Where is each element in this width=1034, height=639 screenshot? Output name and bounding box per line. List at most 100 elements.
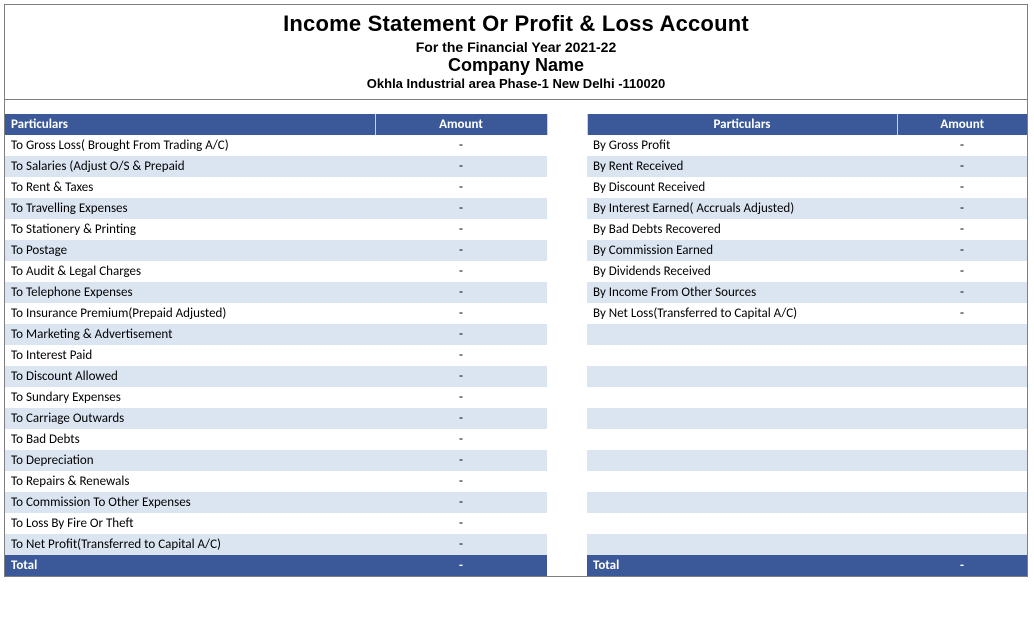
report-title: Income Statement Or Profit & Loss Accoun… bbox=[5, 11, 1027, 37]
table-row: To Gross Loss( Brought From Trading A/C)… bbox=[5, 135, 1027, 156]
right-particular bbox=[587, 387, 897, 408]
col-gap bbox=[547, 324, 587, 345]
col-gap bbox=[547, 177, 587, 198]
ledger-table: Particulars Amount Particulars Amount To… bbox=[5, 114, 1027, 576]
table-row: To Audit & Legal Charges- By Dividends Re… bbox=[5, 261, 1027, 282]
right-amount: - bbox=[897, 198, 1027, 219]
table-row: To Telephone Expenses-By Income From Oth… bbox=[5, 282, 1027, 303]
right-particular bbox=[587, 492, 897, 513]
right-amount bbox=[897, 366, 1027, 387]
table-row: To Discount Allowed- bbox=[5, 366, 1027, 387]
col-gap bbox=[547, 345, 587, 366]
left-particular: To Gross Loss( Brought From Trading A/C) bbox=[5, 135, 375, 156]
table-row: To Insurance Premium(Prepaid Adjusted)-B… bbox=[5, 303, 1027, 324]
right-particular: By Commission Earned bbox=[587, 240, 897, 261]
right-particular bbox=[587, 471, 897, 492]
left-amount: - bbox=[375, 534, 547, 555]
right-particular: By Income From Other Sources bbox=[587, 282, 897, 303]
company-address: Okhla Industrial area Phase-1 New Delhi … bbox=[5, 76, 1027, 91]
left-particular: To Rent & Taxes bbox=[5, 177, 375, 198]
right-amount bbox=[897, 408, 1027, 429]
right-particular bbox=[587, 324, 897, 345]
left-amount: - bbox=[375, 261, 547, 282]
left-particular: To Bad Debts bbox=[5, 429, 375, 450]
right-amount bbox=[897, 429, 1027, 450]
left-amount: - bbox=[375, 135, 547, 156]
left-amount: - bbox=[375, 240, 547, 261]
left-particular: To Marketing & Advertisement bbox=[5, 324, 375, 345]
right-amount bbox=[897, 513, 1027, 534]
col-header-right-particulars: Particulars bbox=[587, 114, 897, 135]
right-particular: By Rent Received bbox=[587, 156, 897, 177]
col-gap bbox=[547, 387, 587, 408]
table-row: To Net Profit(Transferred to Capital A/C… bbox=[5, 534, 1027, 555]
left-particular: To Discount Allowed bbox=[5, 366, 375, 387]
right-particular bbox=[587, 345, 897, 366]
right-amount: - bbox=[897, 282, 1027, 303]
right-amount bbox=[897, 387, 1027, 408]
left-amount: - bbox=[375, 156, 547, 177]
col-gap bbox=[547, 429, 587, 450]
table-row: To Sundary Expenses- bbox=[5, 387, 1027, 408]
left-amount: - bbox=[375, 450, 547, 471]
table-row: To Repairs & Renewals- bbox=[5, 471, 1027, 492]
left-amount: - bbox=[375, 303, 547, 324]
col-gap bbox=[547, 492, 587, 513]
table-row: To Depreciation- bbox=[5, 450, 1027, 471]
left-amount: - bbox=[375, 177, 547, 198]
table-row: To Travelling Expenses-By Interest Earne… bbox=[5, 198, 1027, 219]
total-right-label: Total bbox=[587, 555, 897, 576]
col-gap bbox=[547, 282, 587, 303]
right-particular: By Interest Earned( Accruals Adjusted) bbox=[587, 198, 897, 219]
col-gap bbox=[547, 219, 587, 240]
right-amount: - bbox=[897, 135, 1027, 156]
spacer bbox=[5, 100, 1027, 114]
right-amount: - bbox=[897, 303, 1027, 324]
col-gap bbox=[547, 513, 587, 534]
right-amount: - bbox=[897, 156, 1027, 177]
report-period: For the Financial Year 2021-22 bbox=[5, 39, 1027, 55]
right-amount: - bbox=[897, 219, 1027, 240]
left-particular: To Sundary Expenses bbox=[5, 387, 375, 408]
right-particular: By Discount Received bbox=[587, 177, 897, 198]
col-gap bbox=[547, 534, 587, 555]
left-particular: To Stationery & Printing bbox=[5, 219, 375, 240]
table-row: To Commission To Other Expenses- bbox=[5, 492, 1027, 513]
right-particular: By Dividends Received bbox=[587, 261, 897, 282]
col-gap bbox=[547, 366, 587, 387]
col-gap bbox=[547, 555, 587, 576]
right-amount bbox=[897, 534, 1027, 555]
right-particular bbox=[587, 408, 897, 429]
col-gap bbox=[547, 261, 587, 282]
table-row: To Bad Debts- bbox=[5, 429, 1027, 450]
left-amount: - bbox=[375, 324, 547, 345]
table-row: To Salaries (Adjust O/S & Prepaid-By Ren… bbox=[5, 156, 1027, 177]
right-amount bbox=[897, 450, 1027, 471]
left-amount: - bbox=[375, 282, 547, 303]
left-particular: To Commission To Other Expenses bbox=[5, 492, 375, 513]
right-particular bbox=[587, 513, 897, 534]
col-gap bbox=[547, 303, 587, 324]
right-particular: By Gross Profit bbox=[587, 135, 897, 156]
left-particular: To Loss By Fire Or Theft bbox=[5, 513, 375, 534]
right-particular bbox=[587, 450, 897, 471]
left-particular: To Depreciation bbox=[5, 450, 375, 471]
col-gap bbox=[547, 114, 587, 135]
table-row: To Rent & Taxes-By Discount Received- bbox=[5, 177, 1027, 198]
left-amount: - bbox=[375, 429, 547, 450]
right-particular: By Bad Debts Recovered bbox=[587, 219, 897, 240]
right-particular bbox=[587, 366, 897, 387]
total-left-label: Total bbox=[5, 555, 375, 576]
left-particular: To Interest Paid bbox=[5, 345, 375, 366]
table-header-row: Particulars Amount Particulars Amount bbox=[5, 114, 1027, 135]
total-left-amount: - bbox=[375, 555, 547, 576]
left-amount: - bbox=[375, 198, 547, 219]
table-row: To Stationery & Printing-By Bad Debts Re… bbox=[5, 219, 1027, 240]
col-gap bbox=[547, 450, 587, 471]
col-gap bbox=[547, 240, 587, 261]
left-particular: To Salaries (Adjust O/S & Prepaid bbox=[5, 156, 375, 177]
right-amount: - bbox=[897, 177, 1027, 198]
left-particular: To Audit & Legal Charges bbox=[5, 261, 375, 282]
col-header-left-amount: Amount bbox=[375, 114, 547, 135]
left-amount: - bbox=[375, 219, 547, 240]
